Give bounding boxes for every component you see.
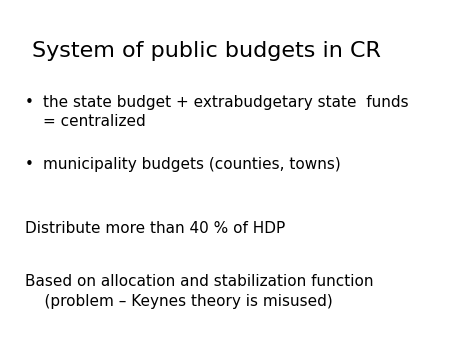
Text: •: •: [25, 95, 34, 110]
Text: System of public budgets in CR: System of public budgets in CR: [32, 41, 380, 61]
Text: municipality budgets (counties, towns): municipality budgets (counties, towns): [43, 157, 341, 172]
Text: Based on allocation and stabilization function
    (problem – Keynes theory is m: Based on allocation and stabilization fu…: [25, 274, 373, 309]
Text: Distribute more than 40 % of HDP: Distribute more than 40 % of HDP: [25, 221, 285, 236]
Text: •: •: [25, 157, 34, 172]
Text: the state budget + extrabudgetary state  funds
= centralized: the state budget + extrabudgetary state …: [43, 95, 409, 129]
